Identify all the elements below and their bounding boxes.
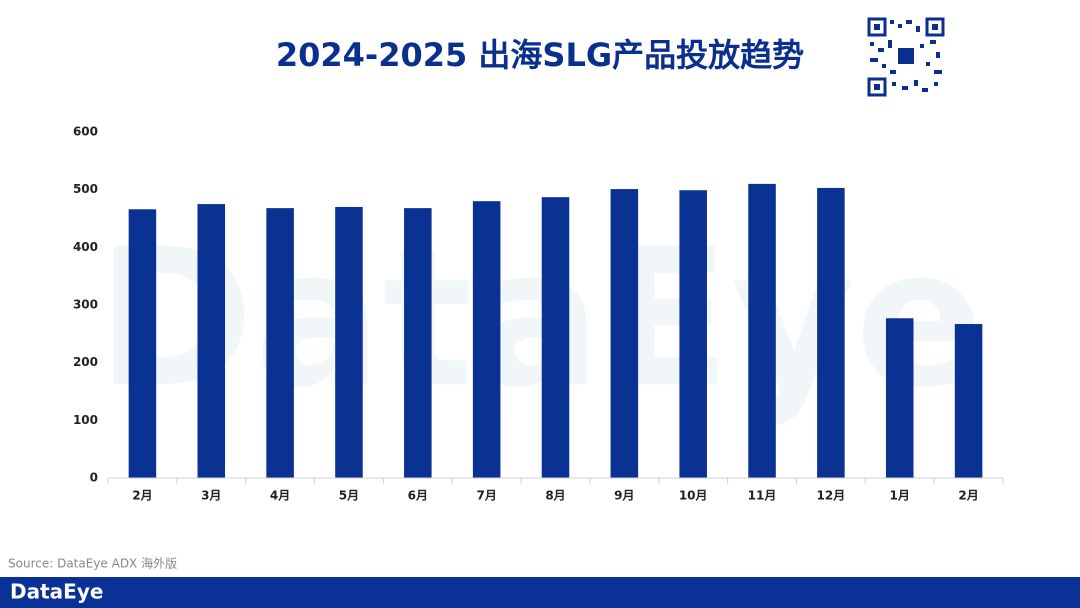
y-tick-label: 200 — [73, 355, 98, 369]
bar — [748, 183, 776, 478]
x-tick-label: 7月 — [476, 489, 496, 503]
x-tick-label: 2月 — [132, 489, 152, 503]
y-tick-label: 600 — [73, 125, 98, 139]
x-tick-label: 6月 — [408, 489, 428, 503]
bar — [197, 204, 226, 479]
bar — [541, 197, 570, 478]
x-tick-label: 9月 — [614, 489, 634, 503]
source-note: Source: DataEye ADX 海外版 — [8, 556, 177, 571]
watermark: DataEye — [96, 208, 983, 429]
qr-code — [866, 16, 946, 98]
bar — [817, 187, 845, 479]
x-tick-label: 8月 — [545, 489, 565, 503]
y-tick-label: 500 — [73, 182, 98, 196]
y-tick-label: 300 — [73, 298, 98, 312]
y-tick-label: 0 — [90, 471, 98, 485]
x-tick-label: 10月 — [679, 489, 708, 503]
bar — [266, 208, 294, 478]
bar — [610, 189, 639, 478]
x-tick-label: 3月 — [201, 489, 221, 503]
x-tick-label: 12月 — [817, 489, 846, 503]
bar — [679, 190, 707, 478]
y-tick-label: 100 — [73, 413, 98, 427]
bar — [128, 209, 157, 479]
x-tick-label: 4月 — [270, 489, 290, 503]
x-tick-label: 1月 — [890, 489, 910, 503]
bar — [954, 324, 983, 478]
bar — [335, 206, 363, 478]
x-tick-label: 11月 — [748, 489, 777, 503]
chart-title: 2024-2025 出海SLG产品投放趋势 — [276, 36, 804, 74]
x-tick-label: 5月 — [339, 489, 359, 503]
brand-logo: DataEye — [10, 580, 103, 604]
bar — [472, 201, 501, 478]
y-tick-label: 400 — [73, 240, 98, 254]
x-tick-label: 2月 — [958, 489, 978, 503]
footer-bar — [0, 577, 1080, 608]
bar — [885, 318, 914, 478]
bar — [404, 208, 432, 478]
